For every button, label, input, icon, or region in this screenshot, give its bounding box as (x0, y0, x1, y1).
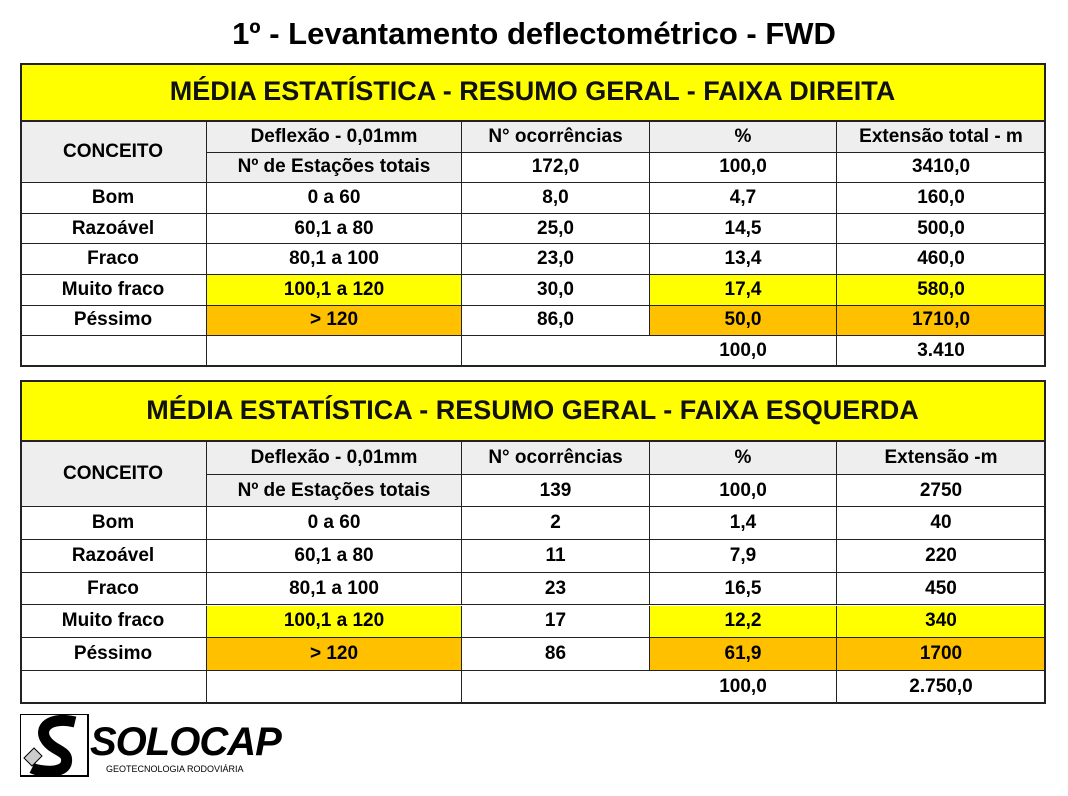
data-cell: 23,0 (462, 244, 650, 275)
page-title: 1º - Levantamento deflectométrico - FWD (232, 16, 836, 51)
data-cell: 0 a 60 (207, 507, 462, 541)
data-cell: 340 (837, 605, 1046, 639)
totals-cell: Nº de Estações totais (207, 152, 462, 184)
data-cell: 17,4 (650, 275, 837, 306)
column-header: % (650, 122, 837, 153)
data-cell: 1700 (837, 638, 1046, 671)
data-cell: 60,1 a 80 (207, 213, 462, 245)
table-frame (20, 63, 1046, 367)
data-cell: Muito fraco (20, 275, 207, 306)
data-cell: 86,0 (462, 305, 650, 337)
data-cell: Razoável (20, 540, 207, 573)
data-cell: Fraco (20, 244, 207, 275)
logo-icon (20, 714, 89, 777)
data-cell: Péssimo (20, 305, 207, 337)
data-cell: 17 (462, 605, 650, 639)
data-cell: > 120 (207, 638, 462, 671)
data-cell: Bom (20, 183, 207, 214)
data-cell: 1,4 (650, 507, 837, 541)
data-cell: 0 a 60 (207, 183, 462, 214)
data-cell: 4,7 (650, 183, 837, 214)
totals-cell: Nº de Estações totais (207, 474, 462, 508)
data-cell: 7,9 (650, 540, 837, 573)
data-cell: 50,0 (650, 305, 837, 337)
totals-cell: 100,0 (650, 474, 837, 508)
totals-cell: 100,0 (650, 152, 837, 184)
column-header: N° ocorrências (462, 442, 650, 475)
logo: SOLOCAP GEOTECNOLOGIA RODOVIÁRIA (20, 714, 282, 778)
data-cell: Fraco (20, 572, 207, 606)
data-cell: 12,2 (650, 605, 837, 639)
data-cell: 80,1 a 100 (207, 244, 462, 275)
data-cell: 25,0 (462, 213, 650, 245)
data-cell: 14,5 (650, 213, 837, 245)
concept-header: CONCEITO (20, 442, 207, 508)
totals-cell: 172,0 (462, 152, 650, 184)
data-cell: Razoável (20, 213, 207, 245)
column-header: N° ocorrências (462, 122, 650, 153)
data-cell: 1710,0 (837, 305, 1046, 337)
concept-header: CONCEITO (20, 122, 207, 184)
table-title: MÉDIA ESTATÍSTICA - RESUMO GERAL - FAIXA… (20, 63, 1046, 122)
data-cell: 61,9 (650, 638, 837, 671)
data-cell: 2 (462, 507, 650, 541)
data-cell: 13,4 (650, 244, 837, 275)
data-cell: 30,0 (462, 275, 650, 306)
logo-tagline: GEOTECNOLOGIA RODOVIÁRIA (106, 764, 244, 774)
data-cell: 100,1 a 120 (207, 605, 462, 639)
data-cell: 8,0 (462, 183, 650, 214)
column-header: Extensão -m (837, 442, 1046, 475)
totals-cell: 139 (462, 474, 650, 508)
data-cell: > 120 (207, 305, 462, 337)
data-cell: Péssimo (20, 638, 207, 671)
data-cell: 60,1 a 80 (207, 540, 462, 573)
data-cell: 11 (462, 540, 650, 573)
table-frame (20, 380, 1046, 704)
data-cell: 100,1 a 120 (207, 275, 462, 306)
data-cell: 80,1 a 100 (207, 572, 462, 606)
column-header: Deflexão - 0,01mm (207, 122, 462, 153)
data-cell: Bom (20, 507, 207, 541)
logo-name: SOLOCAP (90, 720, 282, 764)
column-header: Deflexão - 0,01mm (207, 442, 462, 475)
table-title: MÉDIA ESTATÍSTICA - RESUMO GERAL - FAIXA… (20, 380, 1046, 442)
data-cell: 16,5 (650, 572, 837, 606)
data-cell: 580,0 (837, 275, 1046, 306)
data-cell: 86 (462, 638, 650, 671)
column-header: Extensão total - m (837, 122, 1046, 153)
data-cell: Muito fraco (20, 605, 207, 639)
column-header: % (650, 442, 837, 475)
data-cell: 23 (462, 572, 650, 606)
